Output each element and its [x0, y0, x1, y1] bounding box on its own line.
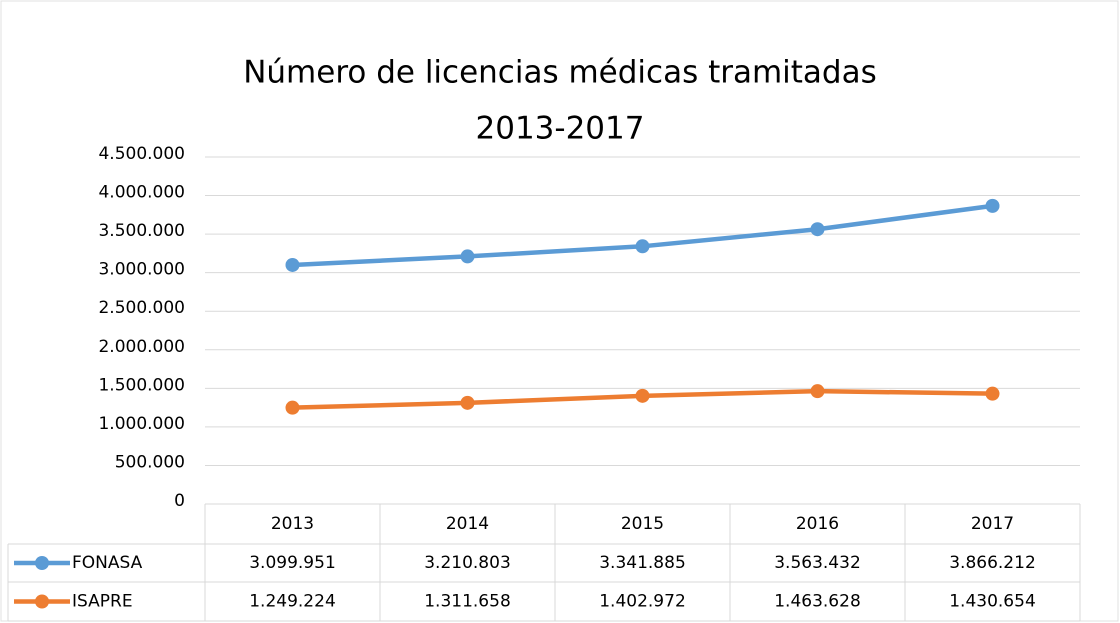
- data-label: 1.430.654: [949, 592, 1036, 612]
- data-label: 3.563.432: [774, 553, 861, 573]
- marker: [810, 222, 825, 237]
- data-label: 1.311.658: [424, 592, 511, 612]
- marker: [635, 388, 650, 403]
- y-tick-label: 2.500.000: [98, 298, 185, 318]
- marker: [810, 384, 825, 399]
- y-tick-label: 4.500.000: [98, 144, 185, 164]
- data-label: 3.866.212: [949, 553, 1036, 573]
- legend-key: [35, 594, 49, 609]
- legend-key: [35, 556, 49, 570]
- y-tick-label: 0: [174, 491, 185, 511]
- y-tick-label: 1.000.000: [98, 414, 185, 434]
- x-tick-label: 2017: [971, 514, 1014, 534]
- data-label: 3.210.803: [424, 553, 511, 573]
- marker: [635, 239, 650, 254]
- marker: [460, 395, 475, 410]
- x-tick-label: 2015: [621, 514, 664, 534]
- x-tick-label: 2014: [446, 514, 489, 534]
- data-label: 3.099.951: [249, 553, 336, 573]
- legend-label: FONASA: [72, 553, 143, 573]
- data-label: 3.341.885: [599, 553, 686, 573]
- y-tick-label: 1.500.000: [98, 375, 185, 395]
- marker: [285, 257, 300, 272]
- y-tick-label: 3.500.000: [98, 221, 185, 241]
- y-tick-label: 2.000.000: [98, 337, 185, 357]
- y-tick-label: 500.000: [115, 452, 185, 472]
- y-tick-label: 3.000.000: [98, 260, 185, 280]
- chart-title: Número de licencias médicas tramitadas: [243, 55, 877, 91]
- legend-label: ISAPRE: [72, 592, 133, 612]
- marker: [460, 249, 475, 264]
- y-tick-label: 4.000.000: [98, 183, 185, 203]
- x-tick-label: 2016: [796, 514, 839, 534]
- data-label: 1.249.224: [249, 592, 336, 612]
- data-label: 1.402.972: [599, 592, 686, 612]
- marker: [285, 400, 300, 415]
- x-tick-label: 2013: [271, 514, 314, 534]
- marker: [985, 198, 1000, 213]
- marker: [985, 386, 1000, 401]
- chart-title: 2013-2017: [476, 111, 645, 147]
- data-label: 1.463.628: [774, 592, 861, 612]
